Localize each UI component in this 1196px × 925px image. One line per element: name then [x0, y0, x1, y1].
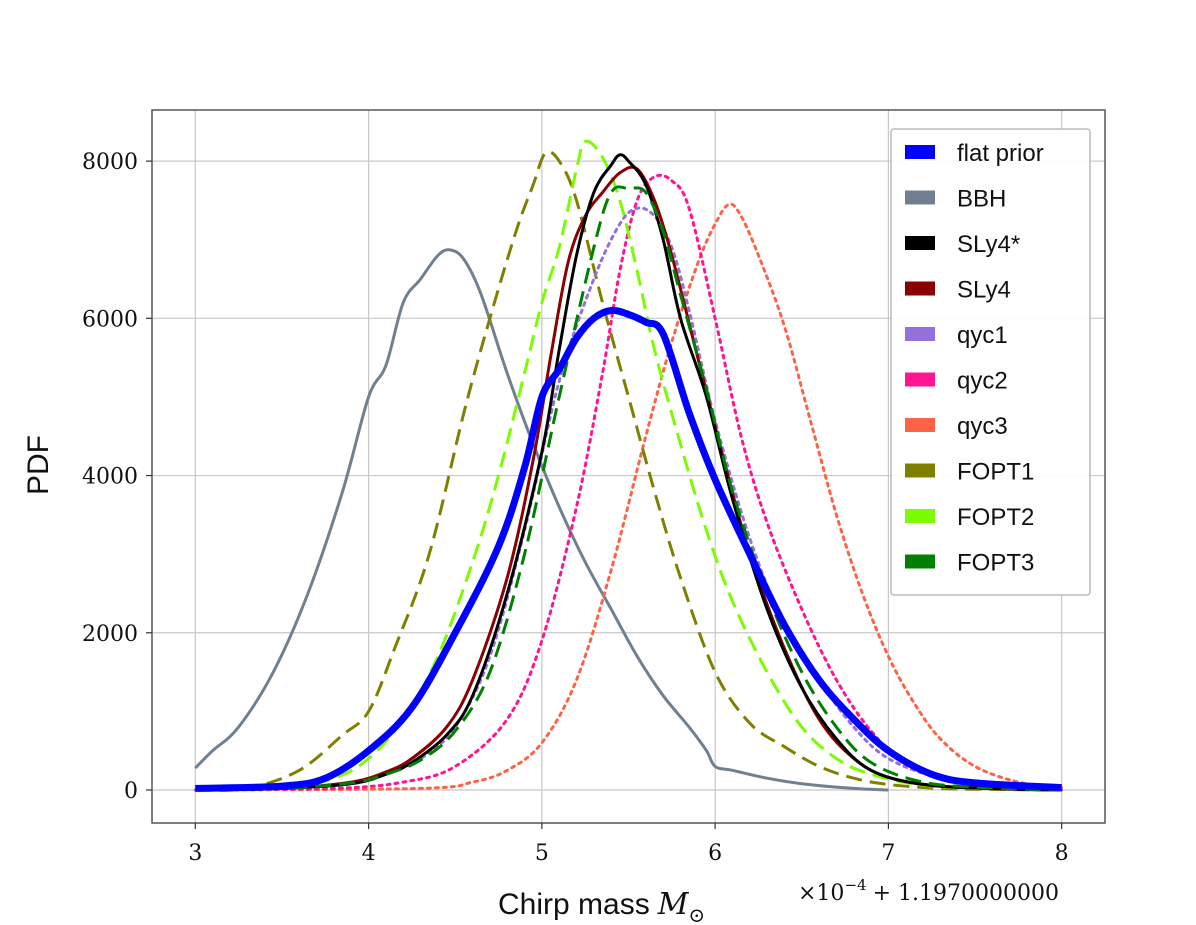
legend-label: FOPT2	[957, 504, 1034, 531]
series-layer	[193, 139, 1064, 792]
x-tick-label: 7	[881, 841, 895, 866]
x-axis-label-text: Chirp mass	[498, 888, 650, 921]
x-offset-rest: + 1.1970000000	[873, 881, 1059, 906]
plot-frame	[151, 109, 1106, 824]
y-tick-label: 4000	[82, 465, 138, 490]
x-axis-label: Chirp mass M⊙	[498, 887, 705, 925]
legend-swatch	[905, 281, 935, 296]
series-fopt1-line	[195, 150, 1062, 792]
legend-label: qyc2	[957, 368, 1008, 395]
legend-label: SLy4*	[957, 231, 1020, 258]
legend-swatch	[905, 236, 935, 250]
legend-swatch	[905, 372, 935, 387]
legend-label: FOPT3	[957, 550, 1034, 577]
series-qyc1-line	[193, 206, 1064, 792]
legend-swatch	[905, 554, 935, 569]
legend-label: flat prior	[957, 140, 1044, 167]
x-tick-label: 6	[708, 841, 722, 866]
series-sly4-line	[195, 165, 1062, 792]
series-flat-prior-line	[195, 306, 1062, 792]
y-tick-label: 0	[124, 779, 138, 804]
x-tick-label: 3	[188, 841, 202, 866]
legend-swatch	[905, 327, 935, 341]
series-fopt3-line	[195, 185, 1062, 792]
legend-label: qyc1	[957, 322, 1008, 349]
legend-label: BBH	[957, 186, 1006, 213]
legend-swatch	[905, 509, 935, 523]
series-bbh-line	[194, 248, 889, 792]
x-axis-unit: M	[657, 887, 690, 922]
x-tick-label: 8	[1055, 841, 1069, 866]
legend-swatch	[905, 463, 935, 478]
series-qyc3-line	[193, 202, 1064, 792]
legend-swatch	[905, 418, 935, 432]
legend-label: FOPT1	[957, 459, 1034, 486]
x-offset-times: ×10	[798, 881, 844, 906]
legend-swatch	[905, 145, 935, 159]
ticks: 3 4 5 6 7 8 0 2000 4000 6000 8000	[82, 150, 1069, 866]
legend-swatch	[905, 190, 935, 205]
legend-frame	[890, 128, 1091, 596]
x-tick-label: 5	[535, 841, 549, 866]
y-axis-label: PDF	[22, 435, 55, 495]
y-tick-label: 8000	[82, 150, 138, 175]
series-sly4-line	[195, 153, 1062, 792]
series-qyc2-line	[193, 173, 1064, 792]
y-tick-label: 2000	[82, 622, 138, 647]
x-tick-label: 4	[362, 841, 376, 866]
x-axis-unit-sub: ⊙	[688, 903, 705, 925]
x-offset-label: ×10−4 + 1.1970000000	[798, 876, 1059, 906]
x-offset-exp: −4	[844, 876, 866, 894]
legend-label: SLy4	[957, 277, 1011, 304]
legend: flat prior BBH SLy4* SLy4 qyc1 qyc2 qyc3 FOPT1 F…	[890, 128, 1091, 596]
y-tick-label: 6000	[82, 307, 138, 332]
legend-label: qyc3	[957, 413, 1008, 440]
